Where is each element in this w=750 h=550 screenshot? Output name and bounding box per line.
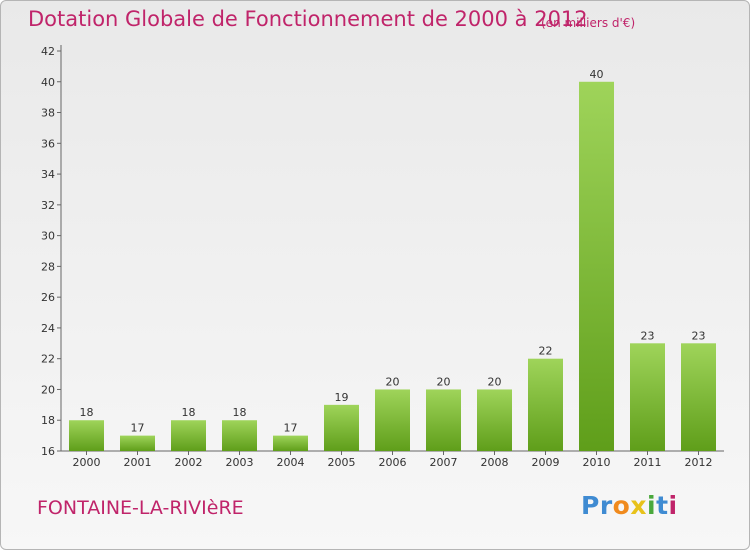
x-tick-label: 2002	[175, 456, 203, 469]
logo-letter: x	[630, 491, 647, 520]
x-tick-label: 2009	[532, 456, 560, 469]
bar	[324, 404, 359, 451]
x-tick-label: 2005	[328, 456, 356, 469]
y-tick-label: 26	[41, 291, 55, 304]
y-tick-label: 40	[41, 76, 55, 89]
y-tick-label: 42	[41, 45, 55, 58]
bar	[528, 358, 563, 451]
y-tick-label: 32	[41, 199, 55, 212]
x-tick-label: 2008	[481, 456, 509, 469]
y-tick-label: 24	[41, 322, 55, 335]
logo-letter: r	[599, 491, 613, 520]
bar-value-label: 23	[641, 329, 655, 342]
y-tick-label: 22	[41, 353, 55, 366]
bar-value-label: 17	[284, 422, 298, 435]
bar	[681, 343, 716, 451]
bar-value-label: 18	[80, 406, 94, 419]
x-tick-label: 2001	[124, 456, 152, 469]
bar-value-label: 23	[692, 329, 706, 342]
bar	[120, 435, 155, 451]
x-tick-label: 2011	[634, 456, 662, 469]
bar	[375, 389, 410, 451]
commune-name: FONTAINE-LA-RIVIèRE	[37, 497, 244, 519]
bar-value-label: 20	[386, 375, 400, 388]
x-tick-label: 2006	[379, 456, 407, 469]
y-tick-label: 34	[41, 168, 55, 181]
bar	[630, 343, 665, 451]
y-tick-label: 38	[41, 107, 55, 120]
bar	[222, 420, 257, 451]
logo-letter: P	[581, 491, 600, 520]
y-tick-label: 20	[41, 383, 55, 396]
x-tick-label: 2003	[226, 456, 254, 469]
x-tick-label: 2004	[277, 456, 305, 469]
bar-value-label: 18	[233, 406, 247, 419]
bar-value-label: 19	[335, 391, 349, 404]
bar	[171, 420, 206, 451]
x-tick-label: 2012	[685, 456, 713, 469]
bar	[426, 389, 461, 451]
bar-value-label: 20	[488, 375, 502, 388]
bar-value-label: 20	[437, 375, 451, 388]
bar	[69, 420, 104, 451]
bar-value-label: 17	[131, 422, 145, 435]
logo-letter: t	[656, 491, 669, 520]
x-tick-label: 2007	[430, 456, 458, 469]
bar	[477, 389, 512, 451]
bar	[273, 435, 308, 451]
bar-value-label: 22	[539, 345, 553, 358]
logo-letter: i	[668, 491, 678, 520]
proxiti-logo: Proxiti	[581, 491, 678, 520]
y-tick-label: 28	[41, 260, 55, 273]
y-tick-label: 18	[41, 414, 55, 427]
logo-letter: o	[612, 491, 631, 520]
y-tick-label: 30	[41, 230, 55, 243]
bar	[579, 81, 614, 452]
y-tick-label: 16	[41, 445, 55, 458]
logo-letter: i	[647, 491, 657, 520]
chart-unit: (en milliers d'€)	[541, 16, 636, 30]
chart-title: Dotation Globale de Fonctionnement de 20…	[28, 7, 588, 31]
x-tick-label: 2000	[73, 456, 101, 469]
bar-value-label: 40	[590, 68, 604, 81]
x-tick-label: 2010	[583, 456, 611, 469]
bar-value-label: 18	[182, 406, 196, 419]
y-tick-label: 36	[41, 137, 55, 150]
